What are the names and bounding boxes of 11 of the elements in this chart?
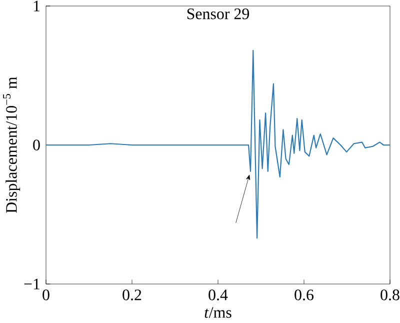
- y-tick-label: 0: [33, 140, 40, 150]
- x-tick-label: 0.6: [294, 290, 314, 300]
- y-tick-label: −1: [24, 278, 40, 290]
- x-tick-label: 0: [42, 290, 50, 300]
- chart-title: Sensor 29: [187, 8, 249, 20]
- x-tick-label: 0.8: [380, 290, 400, 300]
- x-tick-label: 0.4: [208, 290, 228, 300]
- x-tick-label: 0.2: [122, 290, 142, 300]
- y-tick-label: 1: [34, 0, 40, 12]
- x-axis-title: t/ms: [204, 307, 232, 318]
- y-axis-title: Displacement/10$^{−5}$ m: [3, 76, 20, 213]
